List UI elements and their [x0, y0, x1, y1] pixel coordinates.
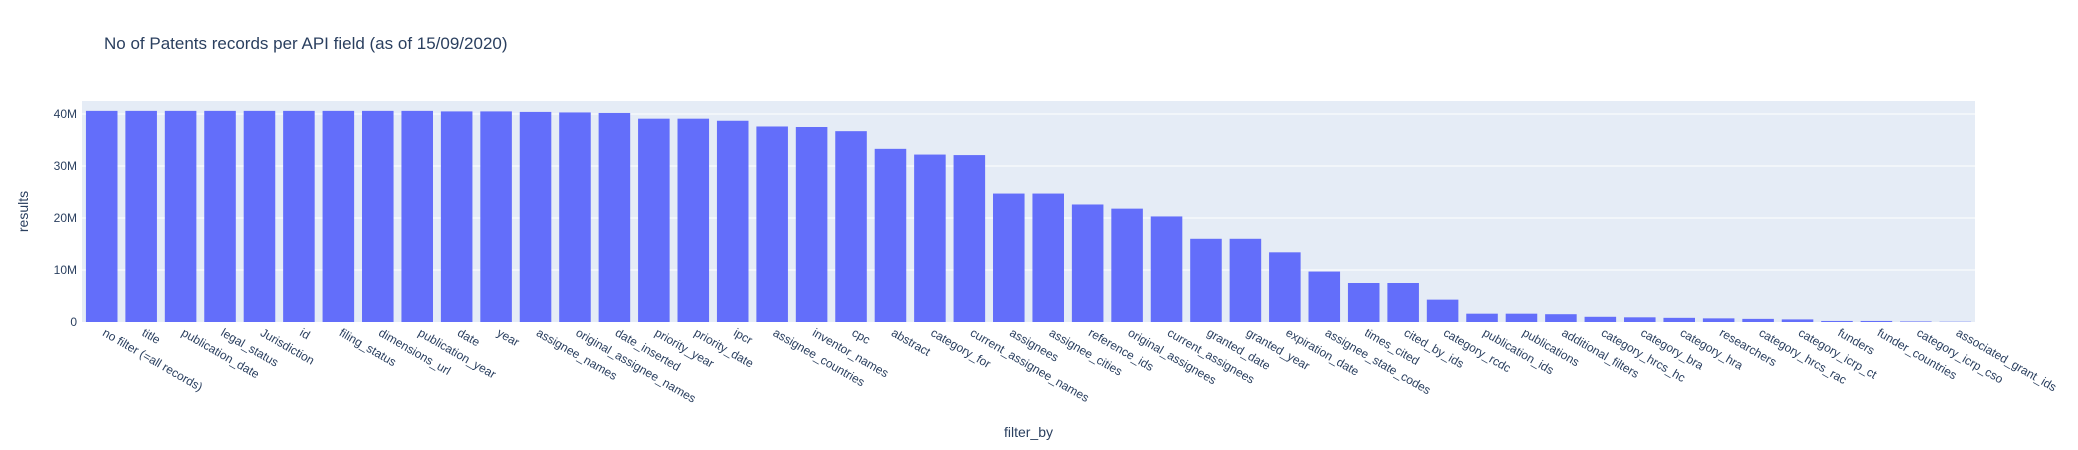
- bar-category-hrcs-hc: [1585, 317, 1617, 322]
- x-tick-label: cpc: [850, 325, 873, 346]
- bar-granted-date: [1190, 239, 1222, 322]
- bar-cited-by-ids: [1387, 283, 1419, 322]
- bar-times-cited: [1348, 283, 1380, 322]
- bar-current-assignee-names: [954, 155, 986, 322]
- y-tick-label: 20M: [54, 211, 77, 225]
- bar-filing-status: [323, 111, 355, 322]
- bar-publication-ids: [1466, 314, 1498, 322]
- bar-assignee-state-codes: [1309, 272, 1341, 322]
- bar-researchers: [1703, 318, 1735, 322]
- bar-date-inserted: [599, 113, 631, 322]
- bar-no-filter-all-records: [86, 111, 118, 322]
- y-axis-title: results: [15, 191, 31, 232]
- x-tick-label: year: [495, 325, 522, 349]
- bar-title: [125, 111, 157, 322]
- x-tick-label: abstract: [889, 325, 934, 359]
- bar-abstract: [875, 149, 907, 322]
- bar-jurisdiction: [244, 111, 276, 322]
- bar-category-hrcs-rac: [1742, 319, 1774, 322]
- bar-inventor-names: [796, 127, 828, 322]
- bar-date: [441, 111, 473, 322]
- bar-original-assignees: [1111, 209, 1143, 322]
- bar-publication-year: [401, 111, 433, 322]
- bar-category-for: [914, 155, 946, 322]
- y-tick-label: 40M: [54, 107, 77, 121]
- x-tick-label: id: [297, 325, 312, 342]
- bar-publications: [1506, 314, 1538, 322]
- bar-funder-countries: [1861, 321, 1893, 322]
- y-tick-label: 30M: [54, 159, 77, 173]
- bar-current-assignees: [1151, 216, 1183, 322]
- bar-cpc: [835, 131, 867, 322]
- bar-expiration-date: [1269, 252, 1301, 322]
- y-axis-ticks: 0 10M 20M 30M 40M: [54, 107, 78, 329]
- y-tick-label: 0: [70, 315, 77, 329]
- bar-additional-filters: [1545, 314, 1577, 322]
- x-axis-ticks: no filter (=all records)titlepublication…: [100, 325, 2059, 405]
- bar-priority-year: [638, 119, 670, 322]
- bar-category-icrp-cso: [1900, 321, 1932, 322]
- bar-category-icrp-ct: [1782, 319, 1814, 322]
- bar-original-assignee-names: [559, 112, 591, 322]
- bar-granted-year: [1230, 239, 1262, 322]
- bar-assignee-cities: [1032, 194, 1064, 322]
- bar-ipcr: [717, 121, 749, 322]
- bar-assignees: [993, 194, 1025, 322]
- bar-funders: [1821, 321, 1853, 322]
- bar-category-bra: [1624, 317, 1656, 322]
- y-tick-label: 10M: [54, 263, 77, 277]
- bar-category-hra: [1663, 318, 1695, 322]
- bar-priority-date: [678, 119, 710, 322]
- x-tick-label: title: [140, 325, 163, 347]
- bar-assignee-names: [520, 112, 552, 322]
- bar-publication-date: [165, 111, 197, 322]
- bar-dimensions-url: [362, 111, 394, 322]
- x-tick-label: ipcr: [731, 325, 755, 347]
- bar-year: [480, 111, 512, 322]
- bar-category-rcdc: [1427, 300, 1459, 322]
- x-axis-title: filter_by: [1004, 424, 1053, 440]
- chart-title: No of Patents records per API field (as …: [104, 34, 508, 53]
- bar-assignee-countries: [756, 126, 788, 322]
- bar-id: [283, 111, 315, 322]
- bar-legal-status: [204, 111, 236, 322]
- bar-reference-ids: [1072, 204, 1104, 322]
